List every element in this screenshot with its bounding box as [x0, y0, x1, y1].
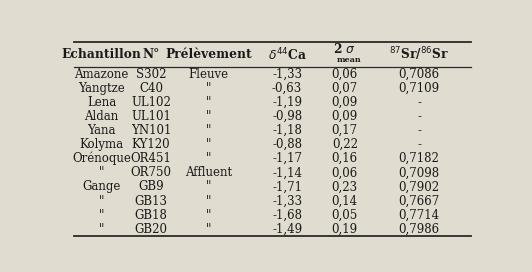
Text: -1,19: -1,19: [272, 96, 302, 109]
Text: Fleuve: Fleuve: [189, 68, 229, 81]
Text: 2 $\sigma$: 2 $\sigma$: [334, 42, 356, 56]
Text: ": ": [206, 152, 211, 165]
Text: -0,98: -0,98: [272, 110, 302, 123]
Text: GB18: GB18: [135, 209, 168, 222]
Text: mean: mean: [337, 56, 361, 64]
Text: GB9: GB9: [138, 180, 164, 193]
Text: 0,06: 0,06: [331, 166, 358, 179]
Text: UL101: UL101: [131, 110, 171, 123]
Text: -1,14: -1,14: [272, 166, 302, 179]
Text: Echantillon: Echantillon: [62, 48, 142, 61]
Text: S302: S302: [136, 68, 167, 81]
Text: GB13: GB13: [135, 194, 168, 208]
Text: $\delta^{44}$Ca: $\delta^{44}$Ca: [268, 46, 306, 63]
Text: OR750: OR750: [130, 166, 171, 179]
Text: Yana: Yana: [87, 124, 116, 137]
Text: 0,06: 0,06: [331, 68, 358, 81]
Text: $^{87}$Sr/$^{86}$Sr: $^{87}$Sr/$^{86}$Sr: [389, 46, 449, 63]
Text: -1,33: -1,33: [272, 194, 302, 208]
Text: Kolyma: Kolyma: [79, 138, 123, 151]
Text: KY120: KY120: [132, 138, 170, 151]
Text: 0,7902: 0,7902: [398, 180, 439, 193]
Text: OR451: OR451: [130, 152, 171, 165]
Text: C40: C40: [139, 82, 163, 95]
Text: ": ": [206, 96, 211, 109]
Text: ": ": [206, 124, 211, 137]
Text: 0,7986: 0,7986: [398, 223, 439, 236]
Text: 0,7182: 0,7182: [398, 152, 439, 165]
Text: 0,09: 0,09: [331, 110, 358, 123]
Text: -: -: [417, 124, 421, 137]
Text: -0,88: -0,88: [272, 138, 302, 151]
Text: GB20: GB20: [135, 223, 168, 236]
Text: Affluent: Affluent: [185, 166, 232, 179]
Text: -1,49: -1,49: [272, 223, 302, 236]
Text: -: -: [417, 110, 421, 123]
Text: Orénoque: Orénoque: [72, 152, 131, 165]
Text: 0,7098: 0,7098: [398, 166, 439, 179]
Text: ": ": [206, 223, 211, 236]
Text: 0,23: 0,23: [332, 180, 358, 193]
Text: Yangtze: Yangtze: [78, 82, 125, 95]
Text: 0,09: 0,09: [331, 96, 358, 109]
Text: 0,05: 0,05: [331, 209, 358, 222]
Text: -1,18: -1,18: [272, 124, 302, 137]
Text: 0,7086: 0,7086: [398, 68, 439, 81]
Text: ": ": [206, 138, 211, 151]
Text: 0,07: 0,07: [331, 82, 358, 95]
Text: ": ": [206, 82, 211, 95]
Text: -: -: [417, 96, 421, 109]
Text: 0,7667: 0,7667: [398, 194, 439, 208]
Text: Gange: Gange: [82, 180, 121, 193]
Text: 0,7109: 0,7109: [398, 82, 439, 95]
Text: -1,68: -1,68: [272, 209, 302, 222]
Text: 0,7714: 0,7714: [398, 209, 439, 222]
Text: Prélèvement: Prélèvement: [165, 48, 252, 61]
Text: -1,33: -1,33: [272, 68, 302, 81]
Text: ": ": [99, 166, 104, 179]
Text: -1,17: -1,17: [272, 152, 302, 165]
Text: 0,16: 0,16: [332, 152, 358, 165]
Text: ": ": [99, 194, 104, 208]
Text: 0,17: 0,17: [332, 124, 358, 137]
Text: Aldan: Aldan: [85, 110, 119, 123]
Text: ": ": [99, 209, 104, 222]
Text: ": ": [206, 209, 211, 222]
Text: -1,71: -1,71: [272, 180, 302, 193]
Text: ": ": [99, 223, 104, 236]
Text: YN101: YN101: [131, 124, 171, 137]
Text: Lena: Lena: [87, 96, 116, 109]
Text: 0,19: 0,19: [332, 223, 358, 236]
Text: Amazone: Amazone: [74, 68, 129, 81]
Text: ": ": [206, 194, 211, 208]
Text: 0,14: 0,14: [332, 194, 358, 208]
Text: -: -: [417, 138, 421, 151]
Text: ": ": [206, 110, 211, 123]
Text: -0,63: -0,63: [272, 82, 302, 95]
Text: ": ": [206, 180, 211, 193]
Text: UL102: UL102: [131, 96, 171, 109]
Text: 0,22: 0,22: [332, 138, 358, 151]
Text: N°: N°: [143, 48, 160, 61]
